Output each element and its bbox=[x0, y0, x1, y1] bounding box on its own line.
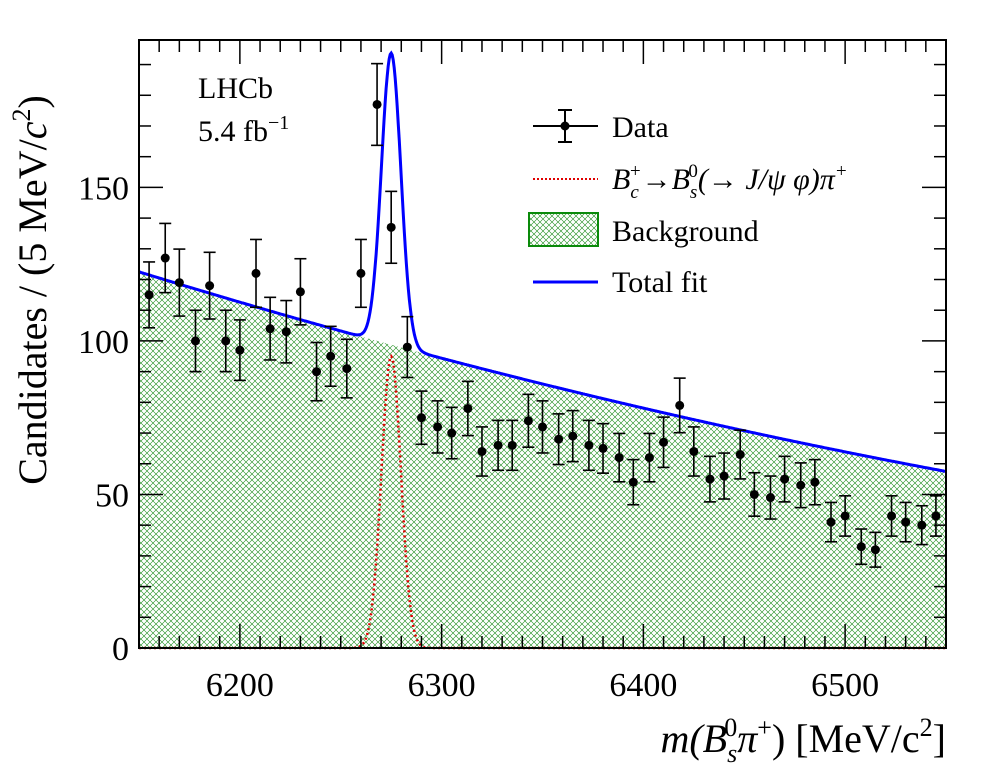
data-point bbox=[250, 238, 263, 309]
data-point bbox=[233, 319, 246, 382]
x-tick-label: 6200 bbox=[206, 667, 274, 704]
data-point bbox=[613, 432, 626, 483]
data-point bbox=[687, 426, 700, 477]
legend-entry-total: Total fit bbox=[533, 266, 708, 299]
data-point bbox=[627, 458, 640, 506]
data-point bbox=[324, 325, 337, 388]
y-tick-label: 50 bbox=[95, 477, 129, 514]
data-point bbox=[445, 406, 458, 460]
data-point bbox=[354, 238, 367, 309]
data-point bbox=[431, 400, 444, 454]
data-point bbox=[673, 377, 686, 434]
data-point bbox=[310, 341, 323, 402]
data-point bbox=[657, 416, 670, 469]
data-point bbox=[929, 495, 942, 537]
data-point bbox=[899, 501, 912, 543]
background-fill bbox=[139, 271, 946, 648]
legend-label-total: Total fit bbox=[612, 266, 708, 299]
data-point bbox=[203, 251, 216, 320]
data-point bbox=[189, 309, 202, 373]
axes: 6200 6300 6400 6500 0 50 100 150 bbox=[78, 39, 947, 704]
data-point bbox=[825, 501, 838, 543]
data-point bbox=[340, 338, 353, 399]
data-point bbox=[597, 422, 610, 474]
data-point bbox=[764, 475, 777, 520]
legend-label-background: Background bbox=[612, 215, 759, 248]
data-point bbox=[552, 413, 565, 466]
data-point bbox=[582, 419, 595, 472]
x-tick-label: 6400 bbox=[609, 667, 677, 704]
total-fit-curve bbox=[138, 50, 947, 473]
data-point bbox=[885, 495, 898, 537]
y-axis-label: Candidates / (5 MeV/c2) bbox=[7, 95, 55, 485]
y-tick-label: 100 bbox=[78, 324, 129, 361]
legend-label-signal: Bc+→Bs0(→ J/ψ φ)π+ bbox=[612, 161, 848, 203]
data-point bbox=[173, 248, 186, 317]
data-point bbox=[294, 257, 307, 326]
data-point bbox=[643, 432, 656, 483]
data-point bbox=[280, 299, 293, 364]
data-point bbox=[566, 409, 579, 463]
data-point bbox=[808, 458, 821, 506]
plot-area bbox=[138, 50, 947, 650]
luminosity-label: 5.4 fb−1 bbox=[198, 112, 289, 148]
data-point bbox=[264, 296, 277, 361]
data-point bbox=[734, 429, 747, 480]
data-point bbox=[506, 419, 519, 472]
data-point bbox=[839, 495, 852, 537]
legend-entry-background: Background bbox=[528, 212, 759, 248]
legend: Data Bc+→Bs0(→ J/ψ φ)π+ Background Total… bbox=[528, 109, 848, 299]
data-point bbox=[385, 190, 398, 265]
y-tick-label: 0 bbox=[112, 631, 129, 668]
legend-label-data: Data bbox=[612, 111, 669, 144]
data-point bbox=[401, 315, 414, 379]
y-tick-label: 150 bbox=[78, 170, 129, 207]
data-point bbox=[778, 455, 791, 503]
data-point bbox=[855, 528, 868, 566]
data-point bbox=[371, 62, 384, 147]
legend-entry-data: Data bbox=[533, 109, 669, 144]
data-point bbox=[159, 222, 172, 294]
x-tick-label: 6500 bbox=[811, 667, 879, 704]
data-point bbox=[219, 309, 232, 373]
data-point bbox=[461, 380, 474, 437]
data-point bbox=[748, 471, 761, 517]
data-point bbox=[869, 531, 882, 568]
experiment-label: LHCb bbox=[198, 72, 273, 105]
data-point bbox=[143, 261, 156, 329]
data-point bbox=[415, 390, 428, 446]
data-point bbox=[718, 452, 731, 500]
data-point bbox=[522, 393, 535, 448]
data-point bbox=[794, 462, 807, 509]
data-point bbox=[703, 455, 716, 503]
data-point bbox=[536, 400, 549, 454]
data-point bbox=[475, 426, 488, 477]
legend-entry-signal: Bc+→Bs0(→ J/ψ φ)π+ bbox=[533, 161, 848, 203]
data-point bbox=[492, 419, 505, 472]
x-tick-label: 6300 bbox=[408, 667, 476, 704]
x-axis-label: m(Bs0π+) [MeV/c2] bbox=[660, 713, 946, 768]
data-point bbox=[915, 504, 928, 546]
